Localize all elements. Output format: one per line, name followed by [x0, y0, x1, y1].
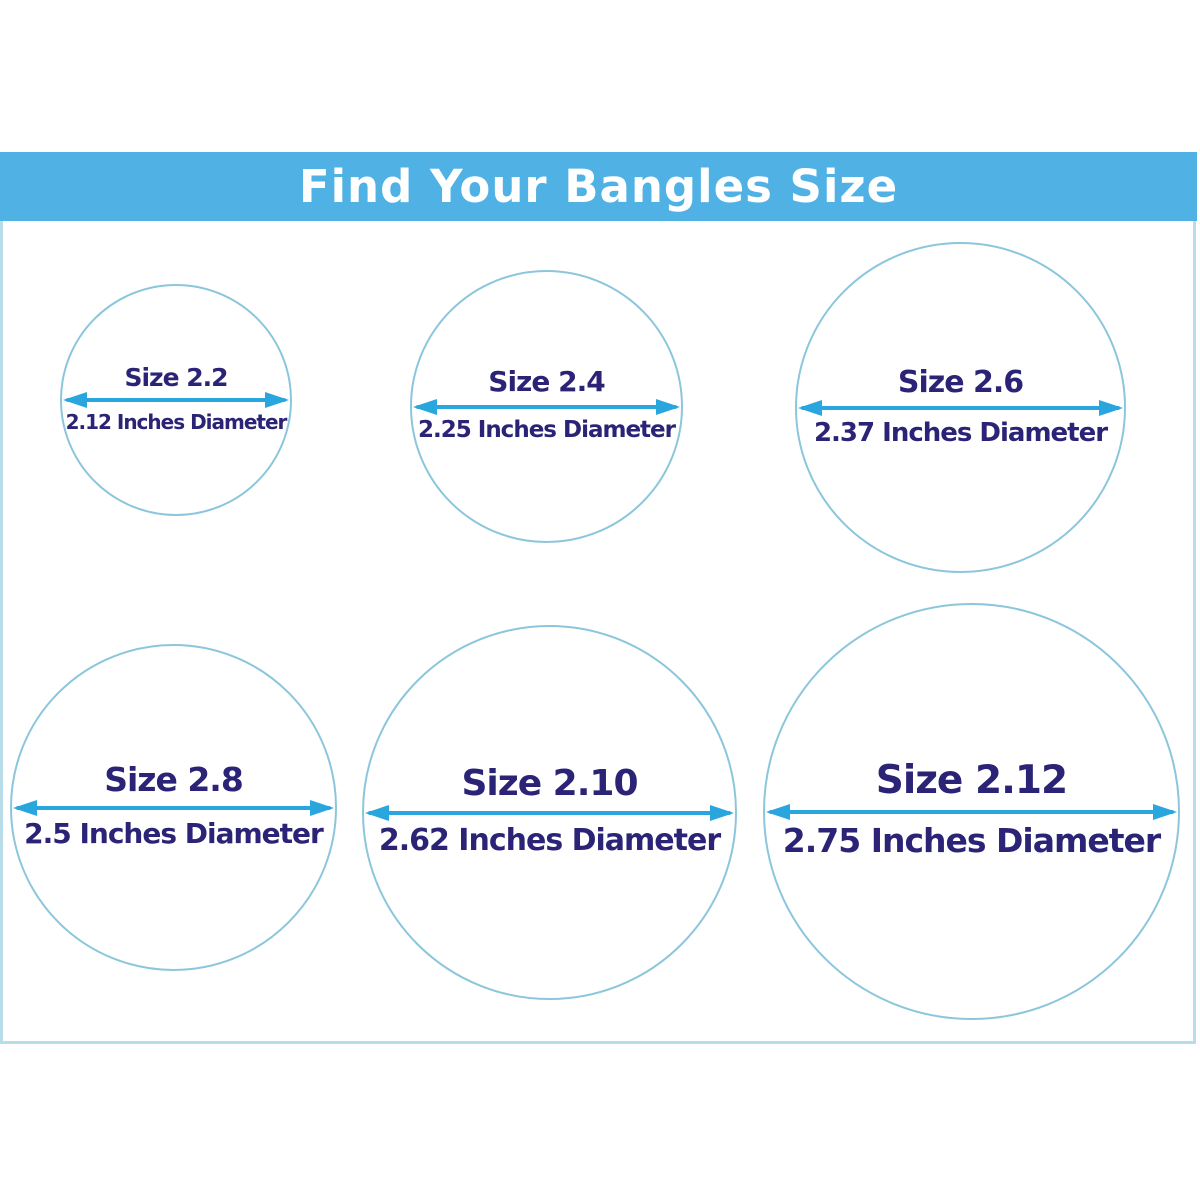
diameter-arrow — [365, 804, 734, 821]
size-circle-2-12: Size 2.12 2.75 Inches Diameter — [763, 603, 1180, 1020]
diameter-label: 2.5 Inches Diameter — [24, 816, 324, 850]
arrow-left-icon — [798, 399, 822, 416]
size-circle-2-8: Size 2.8 2.5 Inches Diameter — [10, 644, 337, 971]
page-title: Find Your Bangles Size — [298, 160, 899, 213]
size-circle-2-6: Size 2.6 2.37 Inches Diameter — [795, 242, 1126, 573]
diameter-arrow — [13, 799, 334, 816]
arrow-right-icon — [710, 804, 734, 821]
size-label: Size 2.2 — [124, 362, 228, 392]
diameter-arrow — [798, 399, 1123, 416]
diameter-label: 2.25 Inches Diameter — [418, 416, 676, 443]
arrow-right-icon — [310, 799, 334, 816]
diameter-label: 2.75 Inches Diameter — [782, 820, 1161, 860]
diameter-arrow — [63, 392, 289, 408]
arrow-left-icon — [63, 392, 87, 408]
size-label: Size 2.4 — [488, 364, 605, 398]
size-circle-2-10: Size 2.10 2.62 Inches Diameter — [362, 625, 737, 1000]
title-bar: Find Your Bangles Size — [0, 152, 1197, 221]
size-label: Size 2.8 — [104, 760, 244, 800]
size-label: Size 2.12 — [875, 757, 1068, 803]
arrow-left-icon — [365, 804, 389, 821]
size-circle-2-2: Size 2.2 2.12 Inches Diameter — [60, 284, 292, 516]
arrow-right-icon — [656, 398, 680, 415]
size-label: Size 2.6 — [897, 364, 1024, 400]
arrow-right-icon — [1099, 399, 1123, 416]
size-circle-2-4: Size 2.4 2.25 Inches Diameter — [410, 270, 683, 543]
diameter-arrow — [413, 398, 680, 415]
arrow-left-icon — [413, 398, 437, 415]
arrow-right-icon — [265, 392, 289, 408]
diameter-label: 2.12 Inches Diameter — [65, 410, 288, 434]
arrow-left-icon — [13, 799, 37, 816]
arrow-left-icon — [766, 803, 790, 820]
arrow-right-icon — [1153, 803, 1177, 820]
diameter-arrow — [766, 803, 1177, 820]
size-label: Size 2.10 — [461, 762, 639, 804]
diameter-label: 2.37 Inches Diameter — [813, 417, 1108, 448]
diameter-label: 2.62 Inches Diameter — [378, 822, 721, 858]
